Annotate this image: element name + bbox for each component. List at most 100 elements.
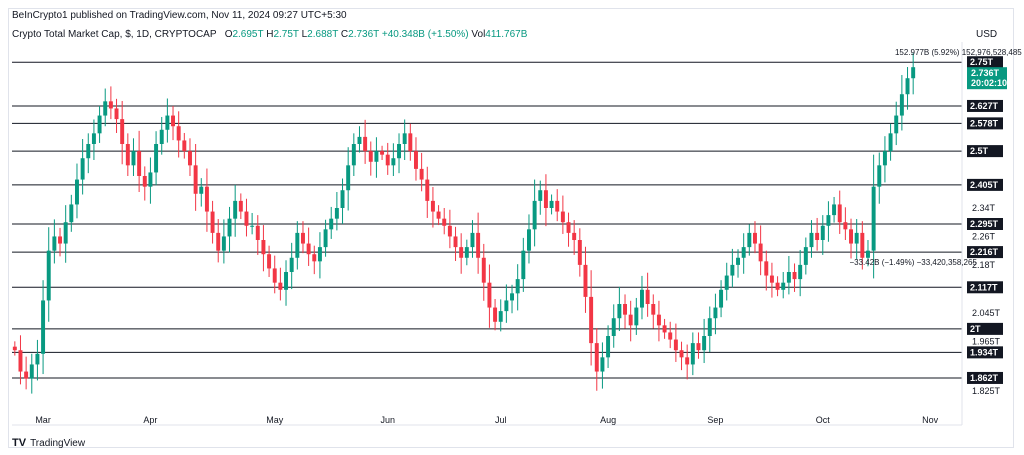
y-tick-label-5: 1.825T — [972, 386, 1001, 396]
candle-body-60 — [351, 144, 356, 166]
close-label: C — [340, 29, 349, 40]
candle-body-104 — [600, 357, 605, 372]
y-tick-label-2: 2.18T — [972, 260, 996, 270]
candle-body-158 — [905, 78, 910, 95]
level-badge-4 — [967, 178, 1003, 191]
high-value: 2.75T — [273, 29, 299, 40]
candle-body-0 — [12, 346, 17, 351]
level-badge-label-0: 2.75T — [970, 57, 994, 67]
candle-body-157 — [899, 94, 904, 116]
candle-body-129 — [741, 247, 746, 258]
candle-body-79 — [459, 247, 464, 258]
candle-body-34 — [204, 186, 209, 212]
candle-body-75 — [436, 211, 441, 219]
candle-body-53 — [312, 254, 317, 262]
candle-body-102 — [589, 296, 594, 344]
candle-body-3 — [29, 364, 34, 379]
candle-body-77 — [447, 225, 452, 237]
change-value: +40.348B (+1.50%) — [381, 29, 469, 40]
candle-body-44 — [261, 240, 266, 255]
candle-body-70 — [408, 133, 413, 152]
level-badge-9 — [967, 346, 1003, 359]
candle-body-32 — [193, 165, 198, 194]
candle-body-45 — [267, 254, 272, 269]
candle-body-40 — [238, 200, 243, 212]
candle-body-88 — [510, 293, 515, 301]
candle-body-11 — [74, 179, 79, 205]
level-badge-10 — [967, 371, 1003, 384]
candle-body-64 — [374, 151, 379, 162]
candle-body-48 — [284, 272, 289, 290]
level-badge-8 — [967, 322, 1003, 335]
tradingview-logo[interactable]: TV TradingView — [12, 437, 85, 449]
candle-body-117 — [673, 339, 678, 351]
candle-body-27 — [165, 115, 170, 130]
level-badge-3 — [967, 145, 1003, 158]
candle-body-80 — [464, 247, 469, 258]
level-badge-label-9: 1.934T — [970, 347, 999, 357]
candle-body-39 — [233, 200, 238, 219]
candle-body-105 — [606, 336, 611, 358]
candle-body-46 — [272, 268, 277, 283]
candle-body-142 — [815, 232, 820, 240]
candle-body-12 — [80, 158, 85, 180]
low-label: L — [301, 29, 308, 40]
candle-body-98 — [566, 222, 571, 233]
candle-body-123 — [707, 318, 712, 336]
candle-body-90 — [521, 250, 526, 280]
candle-body-147 — [843, 222, 848, 230]
candle-body-114 — [656, 314, 661, 326]
candle-body-65 — [380, 151, 385, 155]
candle-body-85 — [493, 307, 498, 322]
candle-body-145 — [832, 204, 837, 216]
measure-annotation-1: −33.42B (−1.49%) −33,420,358,265 — [849, 258, 977, 267]
candle-body-143 — [820, 225, 825, 240]
currency-label[interactable]: USD — [976, 29, 998, 40]
candle-body-132 — [758, 243, 763, 262]
candle-body-2 — [24, 371, 29, 379]
x-tick-label-5: Aug — [600, 415, 616, 425]
candle-body-110 — [634, 307, 639, 326]
candle-body-14 — [91, 133, 96, 144]
candle-body-138 — [792, 272, 797, 280]
candle-body-78 — [453, 236, 458, 248]
candle-body-150 — [860, 232, 865, 258]
candle-body-131 — [752, 232, 757, 244]
level-badge-1 — [967, 99, 1003, 112]
x-tick-label-6: Sep — [707, 415, 723, 425]
candle-body-4 — [35, 353, 40, 365]
candle-body-83 — [481, 257, 486, 283]
tradingview-logo-icon: TV — [12, 437, 27, 449]
candle-body-33 — [199, 186, 204, 194]
candle-body-17 — [108, 101, 113, 109]
close-value: 2.736T — [348, 29, 380, 40]
candle-body-23 — [142, 176, 147, 187]
level-badge-label-4: 2.405T — [970, 180, 999, 190]
candle-body-140 — [803, 247, 808, 265]
candle-body-118 — [679, 350, 684, 358]
candle-body-58 — [340, 190, 345, 208]
current-price-label: 2.736T — [971, 68, 1000, 78]
high-label: H — [266, 29, 274, 40]
candle-body-115 — [662, 325, 667, 333]
countdown-label: 20:02:10 — [971, 78, 1007, 88]
candle-body-99 — [572, 232, 577, 240]
candle-body-68 — [397, 144, 402, 159]
candle-body-120 — [690, 343, 695, 365]
level-badge-6 — [967, 246, 1003, 259]
candle-body-109 — [628, 314, 633, 326]
candle-body-25 — [154, 144, 159, 173]
y-tick-label-4: 1.965T — [972, 336, 1001, 346]
candle-body-93 — [538, 190, 543, 201]
candle-body-41 — [244, 211, 249, 226]
candle-body-146 — [837, 204, 842, 223]
symbol-name[interactable]: Crypto Total Market Cap, $, 1D, CRYPTOCA… — [12, 29, 217, 40]
candle-body-100 — [577, 240, 582, 265]
candle-body-82 — [476, 232, 481, 258]
candle-body-8 — [58, 236, 63, 244]
candle-body-133 — [764, 261, 769, 276]
candle-body-91 — [526, 229, 531, 251]
candle-body-51 — [300, 232, 305, 244]
candle-body-141 — [809, 232, 814, 248]
